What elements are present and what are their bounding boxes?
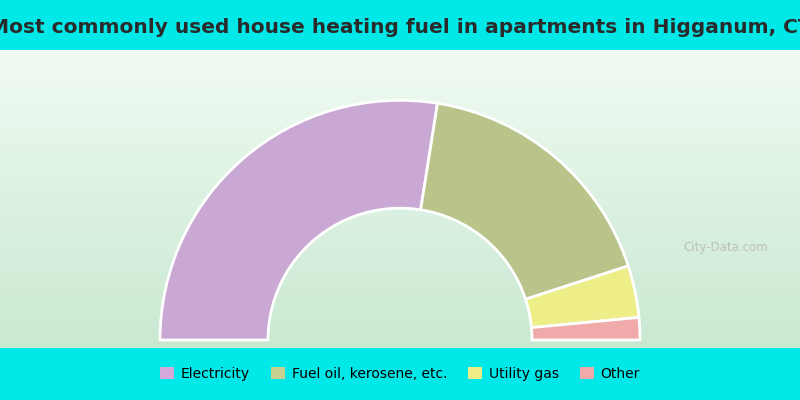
Wedge shape bbox=[421, 103, 628, 299]
Wedge shape bbox=[526, 266, 639, 328]
Text: City-Data.com: City-Data.com bbox=[683, 241, 768, 254]
Text: Most commonly used house heating fuel in apartments in Higganum, CT: Most commonly used house heating fuel in… bbox=[0, 18, 800, 37]
Wedge shape bbox=[160, 100, 438, 340]
Wedge shape bbox=[531, 318, 640, 340]
Legend: Electricity, Fuel oil, kerosene, etc., Utility gas, Other: Electricity, Fuel oil, kerosene, etc., U… bbox=[156, 363, 644, 385]
